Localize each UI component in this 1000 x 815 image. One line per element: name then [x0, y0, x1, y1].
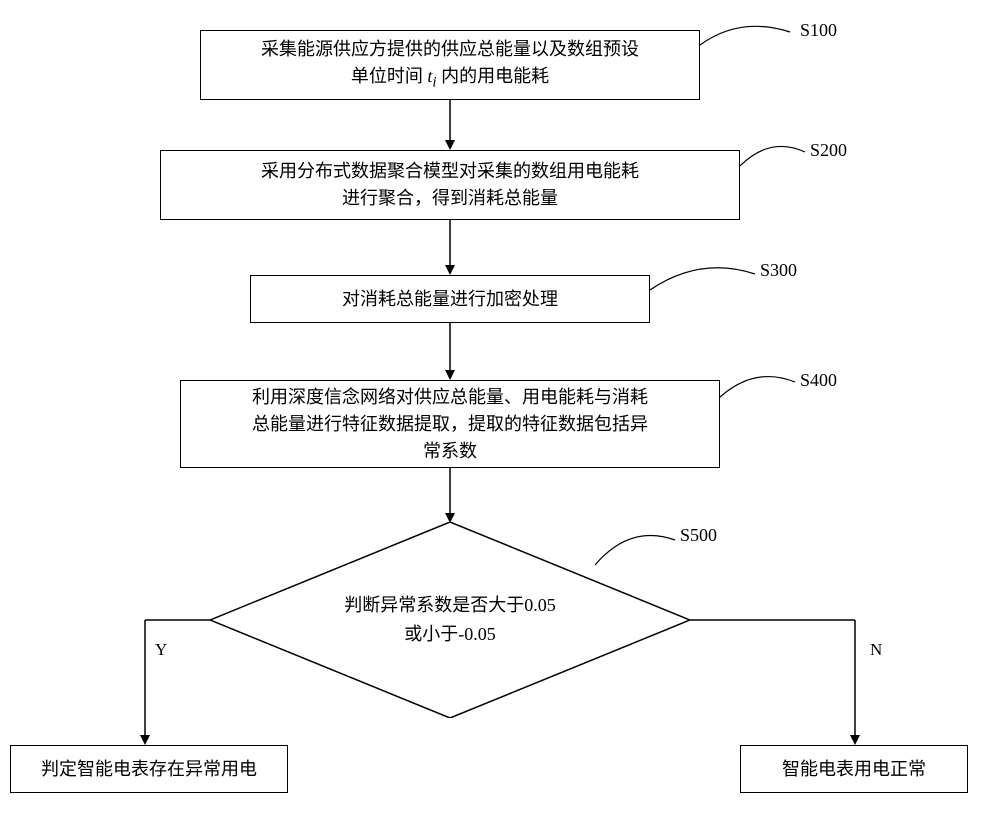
label-s500-text: S500	[680, 525, 717, 545]
node-s400: 利用深度信念网络对供应总能量、用电能耗与消耗总能量进行特征数据提取，提取的特征数…	[180, 380, 720, 468]
arrow-s300-s400	[440, 323, 460, 380]
node-s300-text: 对消耗总能量进行加密处理	[342, 286, 558, 313]
node-s300: 对消耗总能量进行加密处理	[250, 275, 650, 323]
node-s100: 采集能源供应方提供的供应总能量以及数组预设单位时间 ti 内的用电能耗	[200, 30, 700, 100]
node-s200-text: 采用分布式数据聚合模型对采集的数组用电能耗进行聚合，得到消耗总能量	[261, 158, 639, 212]
label-curve-s500	[595, 530, 745, 575]
label-s400: S400	[800, 370, 837, 391]
label-s500: S500	[680, 525, 717, 546]
label-s300: S300	[760, 260, 797, 281]
node-s400-text: 利用深度信念网络对供应总能量、用电能耗与消耗总能量进行特征数据提取，提取的特征数…	[252, 384, 648, 465]
edge-yes	[130, 612, 220, 752]
node-yes-result: 判定智能电表存在异常用电	[10, 745, 288, 793]
arrow-s200-s300	[440, 220, 460, 275]
edge-no	[690, 612, 870, 752]
no-label-text: N	[870, 640, 882, 659]
node-yes-result-text: 判定智能电表存在异常用电	[41, 756, 257, 783]
label-s200: S200	[810, 140, 847, 161]
node-s500-text: 判断异常系数是否大于0.05或小于-0.05	[344, 591, 556, 649]
node-s100-text: 采集能源供应方提供的供应总能量以及数组预设单位时间 ti 内的用电能耗	[261, 36, 639, 94]
arrow-s100-s200	[440, 100, 460, 150]
no-label: N	[870, 640, 882, 660]
label-s400-text: S400	[800, 370, 837, 390]
arrow-s400-s500	[440, 468, 460, 523]
node-no-result: 智能电表用电正常	[740, 745, 968, 793]
label-curve-s400	[720, 370, 870, 410]
label-curve-s200	[740, 140, 870, 180]
label-s100-text: S100	[800, 20, 837, 40]
node-no-result-text: 智能电表用电正常	[782, 756, 926, 783]
yes-label: Y	[155, 640, 167, 660]
node-s200: 采用分布式数据聚合模型对采集的数组用电能耗进行聚合，得到消耗总能量	[160, 150, 740, 220]
label-s100: S100	[800, 20, 837, 41]
label-s200-text: S200	[810, 140, 847, 160]
yes-label-text: Y	[155, 640, 167, 659]
label-curve-s100	[700, 20, 870, 60]
label-s300-text: S300	[760, 260, 797, 280]
